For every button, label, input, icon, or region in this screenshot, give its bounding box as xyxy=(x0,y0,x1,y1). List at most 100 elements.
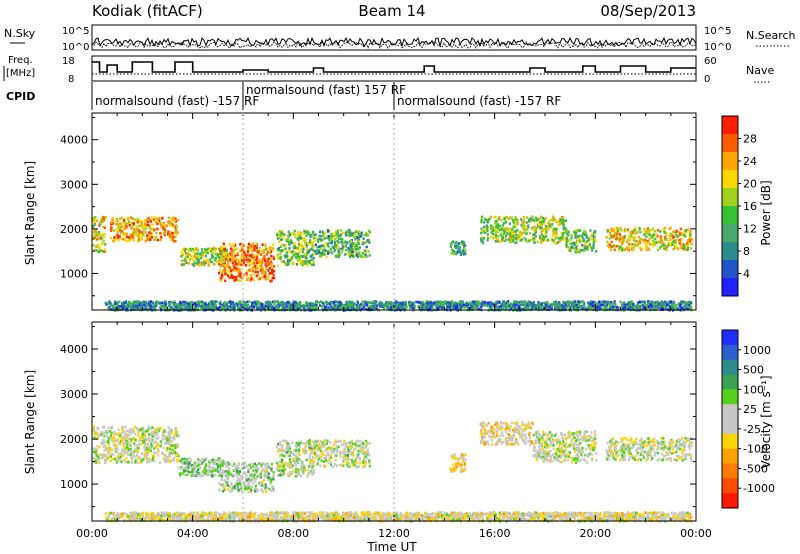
echo-cell xyxy=(162,457,166,460)
echo-cell xyxy=(522,216,525,219)
echo-cell xyxy=(125,444,128,448)
echo-cell xyxy=(348,303,352,307)
echo-cell xyxy=(458,306,462,310)
echo-cell xyxy=(103,235,106,239)
echo-cell xyxy=(288,301,291,304)
echo-cell xyxy=(616,229,620,233)
echo-cell xyxy=(230,244,233,248)
echo-cell xyxy=(667,244,670,247)
echo-cell xyxy=(514,241,517,245)
echo-cell xyxy=(235,266,238,269)
echo-cell xyxy=(681,242,684,246)
echo-cell xyxy=(480,220,483,224)
echo-cell xyxy=(224,264,227,268)
echo-cell xyxy=(444,300,447,303)
echo-cell xyxy=(316,238,319,242)
echo-cell xyxy=(148,226,151,229)
echo-cell xyxy=(311,302,314,305)
echo-cell xyxy=(95,461,98,464)
echo-cell xyxy=(506,304,509,308)
echo-cell xyxy=(320,300,323,303)
echo-cell xyxy=(305,234,308,237)
echo-cell xyxy=(336,253,339,257)
echo-cell xyxy=(109,430,112,433)
echo-cell xyxy=(359,305,362,308)
echo-cell xyxy=(176,445,179,448)
echo-cell xyxy=(304,262,308,265)
echo-cell xyxy=(574,300,577,303)
echo-cell xyxy=(138,439,141,442)
noise-tick-right-bottom: 10^0 xyxy=(704,42,731,53)
echo-cell xyxy=(272,243,275,246)
echo-cell xyxy=(213,249,216,253)
echo-cell xyxy=(355,253,358,257)
echo-cell xyxy=(324,300,327,304)
echo-cell xyxy=(508,233,511,237)
echo-cell xyxy=(286,301,289,304)
echo-cell xyxy=(202,261,205,264)
echo-cell xyxy=(286,239,289,243)
echo-cell xyxy=(203,302,207,305)
echo-cell xyxy=(194,305,198,309)
echo-cell xyxy=(143,439,146,442)
echo-cell xyxy=(536,240,539,244)
echo-cell xyxy=(666,303,669,307)
echo-cell xyxy=(110,425,113,429)
echo-cell xyxy=(566,240,569,243)
nsearch-label: N.Search xyxy=(746,29,796,42)
echo-cell xyxy=(290,307,293,311)
echo-cell xyxy=(250,277,253,281)
echo-cell xyxy=(172,438,176,441)
echo-cell xyxy=(483,300,487,304)
echo-cell xyxy=(281,233,284,237)
echo-cell xyxy=(223,251,226,255)
echo-cell xyxy=(512,220,515,224)
echo-cell xyxy=(279,301,282,304)
echo-cell xyxy=(648,229,651,232)
echo-cell xyxy=(129,453,132,457)
echo-cell xyxy=(171,302,174,305)
echo-cell xyxy=(92,447,95,450)
echo-cell xyxy=(297,237,301,240)
echo-cell xyxy=(181,263,184,266)
echo-cell xyxy=(145,304,148,308)
echo-cell xyxy=(456,244,459,248)
echo-cell xyxy=(667,300,670,304)
echo-cell xyxy=(363,302,366,305)
echo-cell xyxy=(151,438,154,442)
echo-cell xyxy=(151,456,154,460)
echo-cell xyxy=(351,254,354,257)
echo-cell xyxy=(319,244,322,248)
echo-cell xyxy=(475,305,479,309)
echo-cell xyxy=(115,219,118,223)
echo-cell xyxy=(208,306,211,309)
echo-cell xyxy=(288,247,291,250)
echo-cell xyxy=(176,306,179,310)
echo-cell xyxy=(305,245,308,249)
echo-cell xyxy=(150,302,153,305)
echo-cell xyxy=(98,224,101,227)
echo-cell xyxy=(139,231,143,235)
echo-cell xyxy=(116,301,120,304)
echo-cell xyxy=(299,254,303,258)
echo-cell xyxy=(180,259,184,263)
echo-cell xyxy=(464,244,467,247)
echo-cell xyxy=(269,304,272,308)
echo-cell xyxy=(491,304,494,308)
echo-cell xyxy=(684,303,688,307)
echo-cell xyxy=(456,251,459,255)
echo-cell xyxy=(120,237,123,240)
echo-cell xyxy=(276,300,279,303)
echo-cell xyxy=(173,219,176,222)
echo-cell xyxy=(163,230,167,233)
echo-cell xyxy=(155,217,158,220)
echo-cell xyxy=(589,302,592,305)
echo-cell xyxy=(633,228,636,232)
echo-cell xyxy=(105,303,108,306)
echo-cell xyxy=(321,244,324,247)
echo-cell xyxy=(608,302,611,306)
echo-cell xyxy=(683,229,686,232)
echo-cell xyxy=(277,235,280,238)
echo-cell xyxy=(324,242,328,245)
